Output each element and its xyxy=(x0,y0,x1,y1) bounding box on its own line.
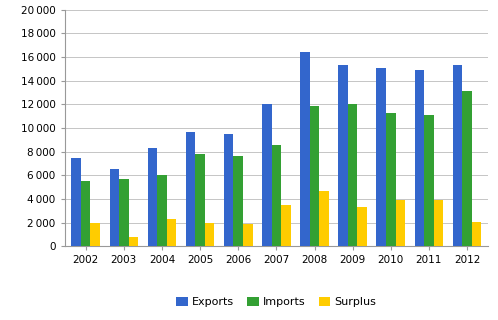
Bar xyxy=(472,221,482,246)
Bar xyxy=(119,179,128,246)
Bar xyxy=(424,115,434,246)
Bar xyxy=(434,200,443,246)
Bar xyxy=(157,175,167,246)
Bar xyxy=(128,237,138,246)
Bar xyxy=(271,145,281,246)
Bar xyxy=(234,156,243,246)
Legend: Exports, Imports, Surplus: Exports, Imports, Surplus xyxy=(172,292,381,312)
Bar xyxy=(376,68,386,246)
Bar xyxy=(386,113,395,246)
Bar xyxy=(415,70,424,246)
Bar xyxy=(262,104,271,246)
Bar xyxy=(319,191,329,246)
Bar xyxy=(71,158,81,246)
Bar xyxy=(186,132,195,246)
Bar xyxy=(91,223,100,246)
Bar xyxy=(110,170,119,246)
Bar xyxy=(167,219,176,246)
Bar xyxy=(300,52,310,246)
Bar xyxy=(224,134,234,246)
Bar xyxy=(310,106,319,246)
Bar xyxy=(195,154,205,246)
Bar xyxy=(395,200,405,246)
Bar xyxy=(205,223,215,246)
Bar xyxy=(462,91,472,246)
Bar xyxy=(348,104,358,246)
Bar xyxy=(148,148,157,246)
Bar xyxy=(453,65,462,246)
Bar xyxy=(243,224,252,246)
Bar xyxy=(281,205,291,246)
Bar xyxy=(81,181,91,246)
Bar xyxy=(358,207,367,246)
Bar xyxy=(338,65,348,246)
